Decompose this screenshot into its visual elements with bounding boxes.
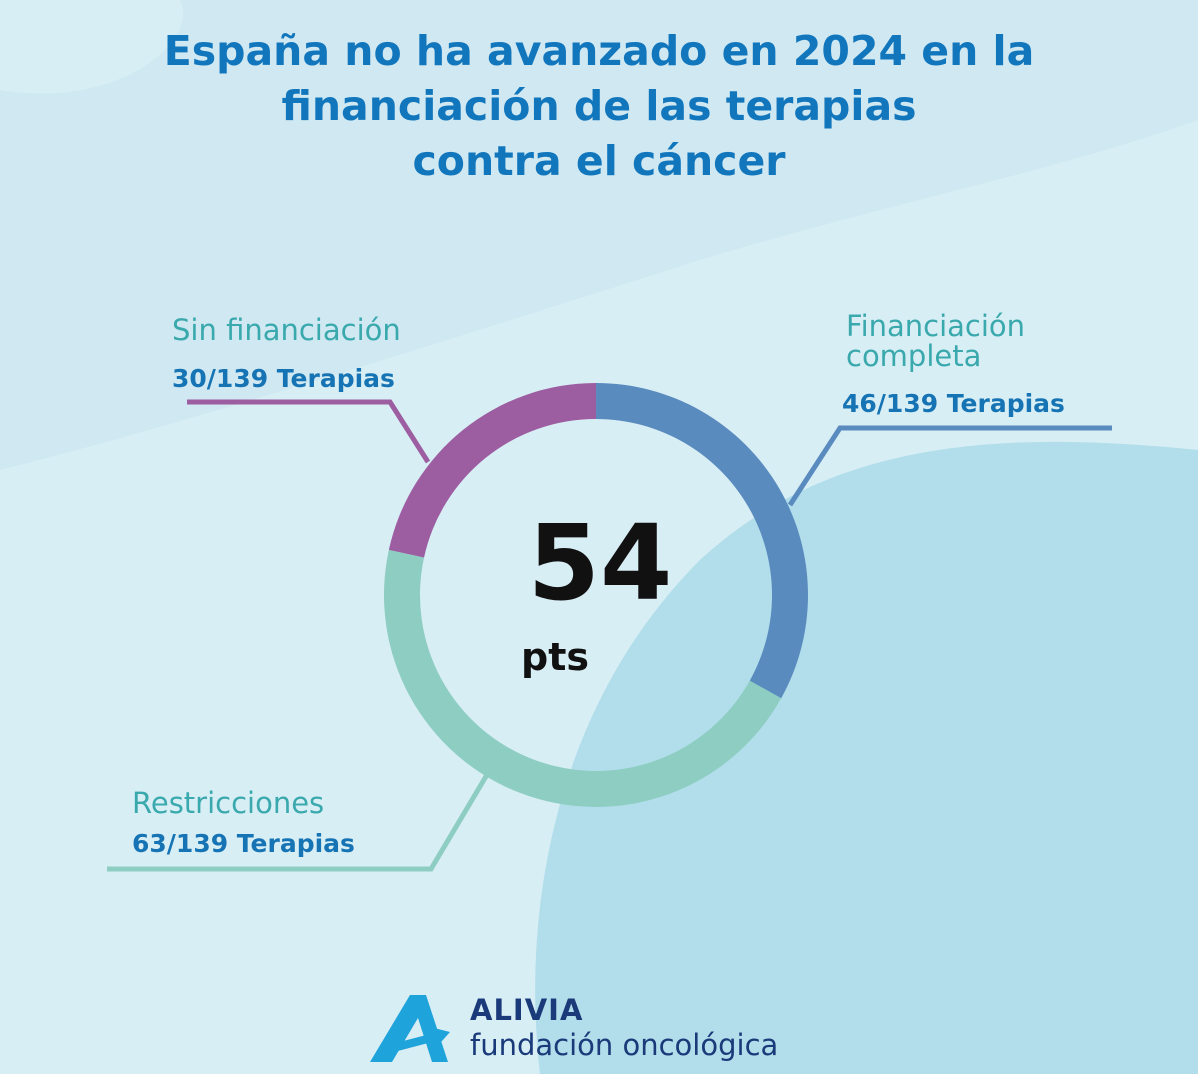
slice-value-label-1: 46/139 Terapias <box>842 389 1065 418</box>
chart-title: España no ha avanzado en 2024 en la fina… <box>0 24 1198 189</box>
title-line-2: financiación de las terapias <box>281 82 917 130</box>
leader-line-2 <box>107 771 491 872</box>
title-line-1: España no ha avanzado en 2024 en la <box>163 27 1035 75</box>
leader-line-1 <box>787 425 1112 507</box>
slice-name-1: Financiación <box>846 309 1025 343</box>
logo: ALIVIA fundación oncológica <box>370 990 840 1070</box>
logo-subtitle: fundación oncológica <box>470 1028 779 1062</box>
title-line-3: contra el cáncer <box>412 137 786 185</box>
slice-name-2: Restricciones <box>132 786 324 820</box>
alivia-logo-icon <box>370 995 450 1062</box>
slice-name-1: completa <box>846 339 981 373</box>
center-unit: pts <box>521 635 589 679</box>
donut-slice-3 <box>388 382 596 558</box>
slice-value-label-2: 63/139 Terapias <box>132 829 355 858</box>
donut-slice-1 <box>596 383 808 699</box>
logo-name: ALIVIA <box>470 993 584 1027</box>
leader-line-3 <box>187 399 431 464</box>
slice-name-3: Sin financiación <box>172 313 401 347</box>
slice-value-label-3: 30/139 Terapias <box>172 364 395 393</box>
center-value: 54 <box>527 502 673 624</box>
donut-slice-2 <box>383 549 782 807</box>
